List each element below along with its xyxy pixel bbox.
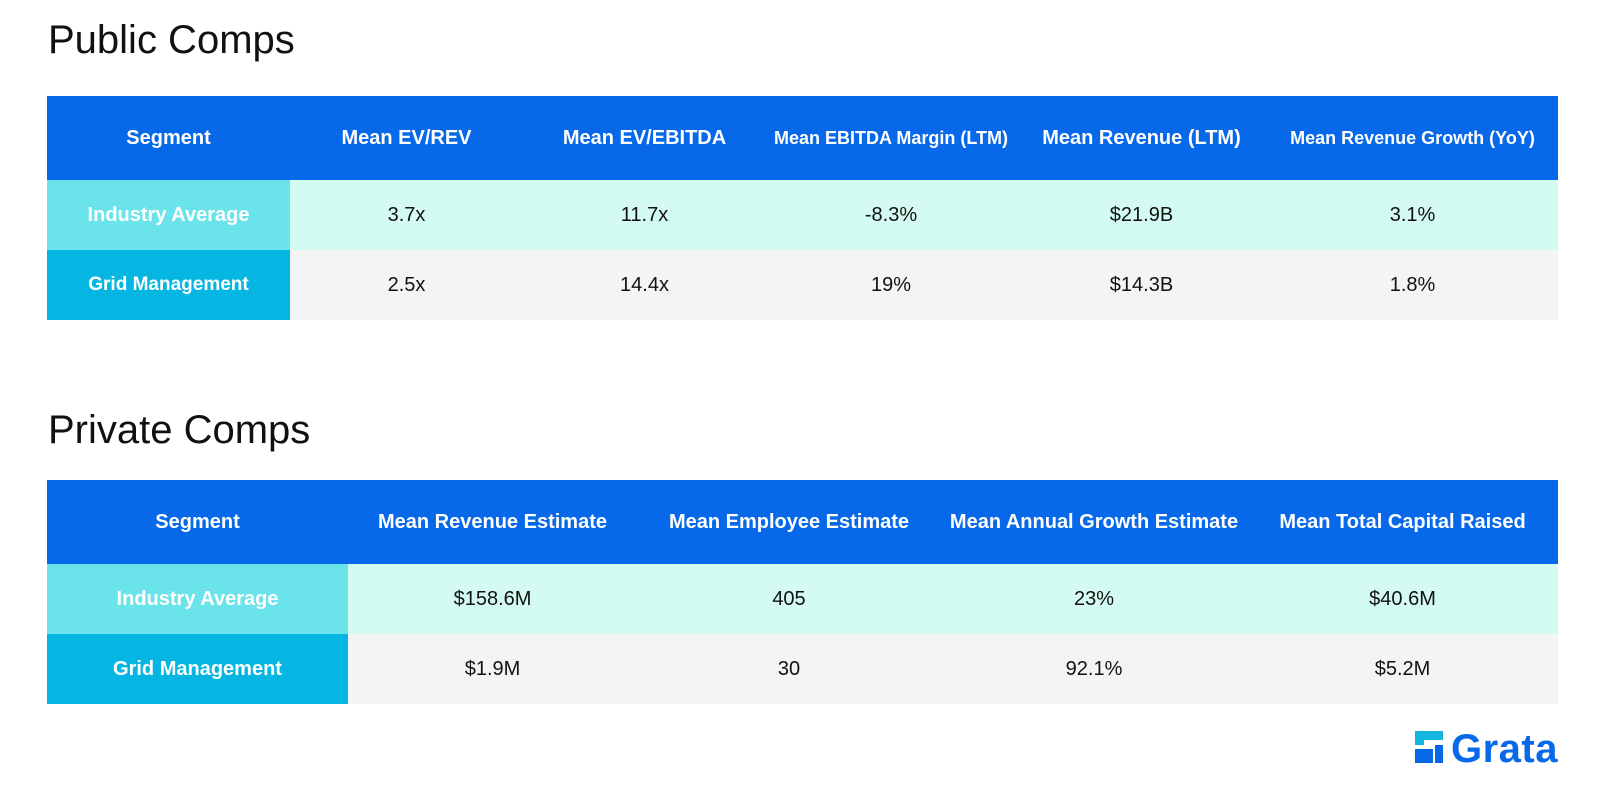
- public-comps-table: Segment Mean EV/REV Mean EV/EBITDA Mean …: [47, 96, 1558, 320]
- column-header-annual-growth-estimate: Mean Annual Growth Estimate: [941, 480, 1247, 564]
- private-comps-table: Segment Mean Revenue Estimate Mean Emplo…: [47, 480, 1558, 704]
- column-header-segment: Segment: [47, 96, 290, 180]
- table-cell: 14.4x: [523, 250, 766, 320]
- column-header-revenue-growth: Mean Revenue Growth (YoY): [1267, 96, 1558, 180]
- column-header-revenue-estimate: Mean Revenue Estimate: [348, 480, 637, 564]
- table-cell: 1.8%: [1267, 250, 1558, 320]
- table-row: Grid Management 2.5x 14.4x 19% $14.3B 1.…: [47, 250, 1558, 320]
- table-cell: $21.9B: [1016, 180, 1267, 250]
- table-header-row: Segment Mean Revenue Estimate Mean Emplo…: [47, 480, 1558, 564]
- table-cell: 405: [637, 564, 941, 634]
- grata-logo: Grata: [1413, 728, 1558, 770]
- table-cell: -8.3%: [766, 180, 1016, 250]
- segment-cell: Industry Average: [47, 180, 290, 250]
- public-comps-title: Public Comps: [48, 18, 295, 62]
- table-cell: $1.9M: [348, 634, 637, 704]
- column-header-revenue: Mean Revenue (LTM): [1016, 96, 1267, 180]
- segment-cell: Grid Management: [47, 250, 290, 320]
- table-cell: 92.1%: [941, 634, 1247, 704]
- table-header-row: Segment Mean EV/REV Mean EV/EBITDA Mean …: [47, 96, 1558, 180]
- segment-cell: Grid Management: [47, 634, 348, 704]
- table-cell: 3.7x: [290, 180, 523, 250]
- table-row: Industry Average 3.7x 11.7x -8.3% $21.9B…: [47, 180, 1558, 250]
- table-cell: 2.5x: [290, 250, 523, 320]
- segment-cell: Industry Average: [47, 564, 348, 634]
- table-cell: $40.6M: [1247, 564, 1558, 634]
- private-comps-title: Private Comps: [48, 408, 311, 452]
- grata-logo-icon: [1413, 730, 1443, 768]
- table-cell: 3.1%: [1267, 180, 1558, 250]
- table-row: Grid Management $1.9M 30 92.1% $5.2M: [47, 634, 1558, 704]
- column-header-segment: Segment: [47, 480, 348, 564]
- column-header-ebitda-margin: Mean EBITDA Margin (LTM): [766, 96, 1016, 180]
- grata-logo-text: Grata: [1451, 727, 1558, 771]
- column-header-ev-rev: Mean EV/REV: [290, 96, 523, 180]
- column-header-ev-ebitda: Mean EV/EBITDA: [523, 96, 766, 180]
- table-cell: 30: [637, 634, 941, 704]
- table-cell: 23%: [941, 564, 1247, 634]
- table-cell: $14.3B: [1016, 250, 1267, 320]
- table-cell: $158.6M: [348, 564, 637, 634]
- table-cell: 11.7x: [523, 180, 766, 250]
- column-header-total-capital-raised: Mean Total Capital Raised: [1247, 480, 1558, 564]
- table-cell: $5.2M: [1247, 634, 1558, 704]
- table-cell: 19%: [766, 250, 1016, 320]
- table-row: Industry Average $158.6M 405 23% $40.6M: [47, 564, 1558, 634]
- column-header-employee-estimate: Mean Employee Estimate: [637, 480, 941, 564]
